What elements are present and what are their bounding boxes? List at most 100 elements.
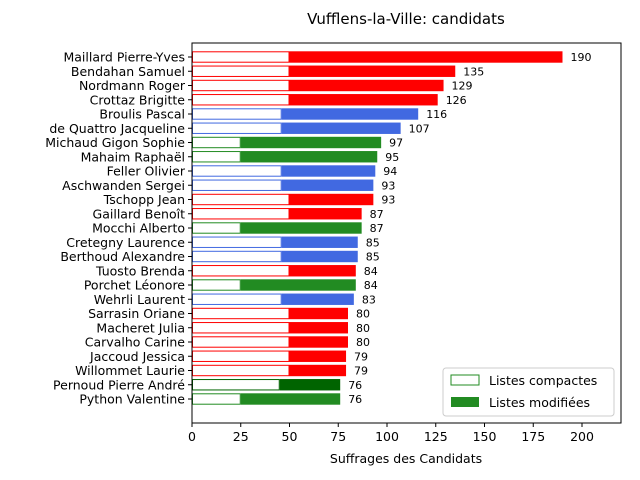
y-tick-label: Crottaz Brigitte [90, 92, 186, 107]
y-tick-label: de Quattro Jacqueline [49, 121, 185, 136]
y-tick-label: Cretegny Laurence [66, 235, 185, 250]
bar-compact [192, 151, 241, 163]
x-tick-label: 200 [570, 429, 594, 444]
value-label: 116 [426, 108, 447, 121]
bar-compact [192, 307, 290, 320]
value-label: 95 [385, 151, 399, 164]
bar-modified [281, 293, 354, 305]
bar-compact [192, 279, 241, 291]
y-tick-label: Mocchi Alberto [92, 221, 185, 236]
bar-modified [281, 165, 376, 177]
y-tick-label: Maillard Pierre-Yves [63, 50, 185, 65]
bar-compact [192, 350, 290, 362]
value-label: 80 [356, 336, 370, 349]
y-tick-label: Berthoud Alexandre [60, 249, 185, 264]
value-label: 80 [356, 308, 370, 321]
bar-modified [240, 222, 362, 234]
bar-modified [240, 393, 341, 405]
bar-modified [279, 379, 341, 391]
bar-compact [192, 79, 290, 92]
value-label: 107 [409, 122, 430, 135]
bar-compact [192, 108, 282, 120]
value-label: 135 [463, 65, 484, 78]
value-label: 126 [446, 94, 467, 107]
bar-modified [289, 350, 347, 362]
value-label: 80 [356, 322, 370, 335]
bar-modified [289, 364, 347, 377]
legend-label-compact: Listes compactes [489, 373, 597, 388]
bar-modified [289, 65, 456, 77]
bar-compact [192, 322, 290, 334]
bar-compact [192, 236, 282, 248]
bar-modified [240, 136, 382, 149]
bar-modified [289, 265, 356, 277]
bar-compact [192, 122, 282, 134]
bar-modified [240, 151, 378, 163]
legend-swatch-compact [450, 374, 480, 386]
bar-compact [192, 94, 290, 106]
y-tick-label: Bendahan Samuel [71, 64, 185, 79]
bar-compact [192, 193, 290, 206]
bar-modified [281, 179, 374, 191]
y-tick-label: Gaillard Benoît [93, 206, 186, 221]
bar-modified [240, 279, 356, 291]
y-tick-label: Macheret Julia [96, 320, 185, 335]
y-tick-label: Python Valentine [79, 392, 185, 407]
legend-box [442, 367, 615, 417]
legend-label-modified: Listes modifiées [489, 395, 590, 410]
y-tick-label: Broulis Pascal [99, 107, 185, 122]
bar-modified [289, 94, 438, 106]
value-label: 93 [381, 179, 395, 192]
bar-modified [281, 250, 358, 263]
y-tick-label: Pernoud Pierre André [53, 377, 185, 392]
value-label: 85 [366, 236, 380, 249]
x-tick-label: 150 [473, 429, 497, 444]
value-label: 87 [370, 208, 384, 221]
value-label: 79 [354, 350, 368, 363]
bar-compact [192, 393, 241, 405]
x-tick-label: 100 [375, 429, 399, 444]
bar-compact [192, 65, 290, 77]
plot-frame [191, 42, 622, 424]
x-axis-label: Suffrages des Candidats [330, 451, 482, 466]
y-tick-label: Feller Olivier [107, 164, 186, 179]
value-label: 85 [366, 251, 380, 264]
bar-compact [192, 136, 241, 149]
x-tick-label: 25 [233, 429, 249, 444]
value-label: 94 [383, 165, 397, 178]
value-label: 79 [354, 365, 368, 378]
bar-compact [192, 222, 241, 234]
bar-compact [192, 250, 282, 263]
bar-modified [289, 79, 444, 92]
value-labels: 1901351291261161079795949393878785858484… [348, 51, 591, 406]
y-tick-label: Mahaim Raphaël [81, 149, 185, 164]
bar-modified [289, 322, 348, 334]
y-tick-label: Aschwanden Sergei [62, 178, 185, 193]
x-tick-label: 175 [521, 429, 545, 444]
bar-modified [289, 208, 362, 220]
legend-swatch-modified [451, 397, 479, 407]
bar-modified [281, 122, 401, 134]
value-label: 97 [389, 137, 403, 150]
y-tick-label: Porchet Léonore [84, 278, 185, 293]
bar-modified [281, 108, 419, 120]
value-label: 84 [364, 265, 378, 278]
y-tick-label: Carvalho Carine [85, 335, 186, 350]
bar-compact [192, 336, 290, 348]
bar-compact [192, 179, 282, 191]
value-label: 129 [452, 80, 473, 93]
y-tick-label: Sarrasin Oriane [88, 306, 185, 321]
bar-compact [192, 51, 290, 63]
bar-compact [192, 364, 290, 377]
value-label: 76 [348, 379, 362, 392]
value-label: 190 [571, 51, 592, 64]
y-tick-label: Tuosto Brenda [95, 263, 185, 278]
y-tick-label: Willommet Laurie [75, 363, 185, 378]
bar-modified [289, 51, 563, 63]
bar-modified [281, 236, 358, 248]
x-tick-label: 75 [330, 429, 346, 444]
value-label: 76 [348, 393, 362, 406]
value-label: 83 [362, 293, 376, 306]
